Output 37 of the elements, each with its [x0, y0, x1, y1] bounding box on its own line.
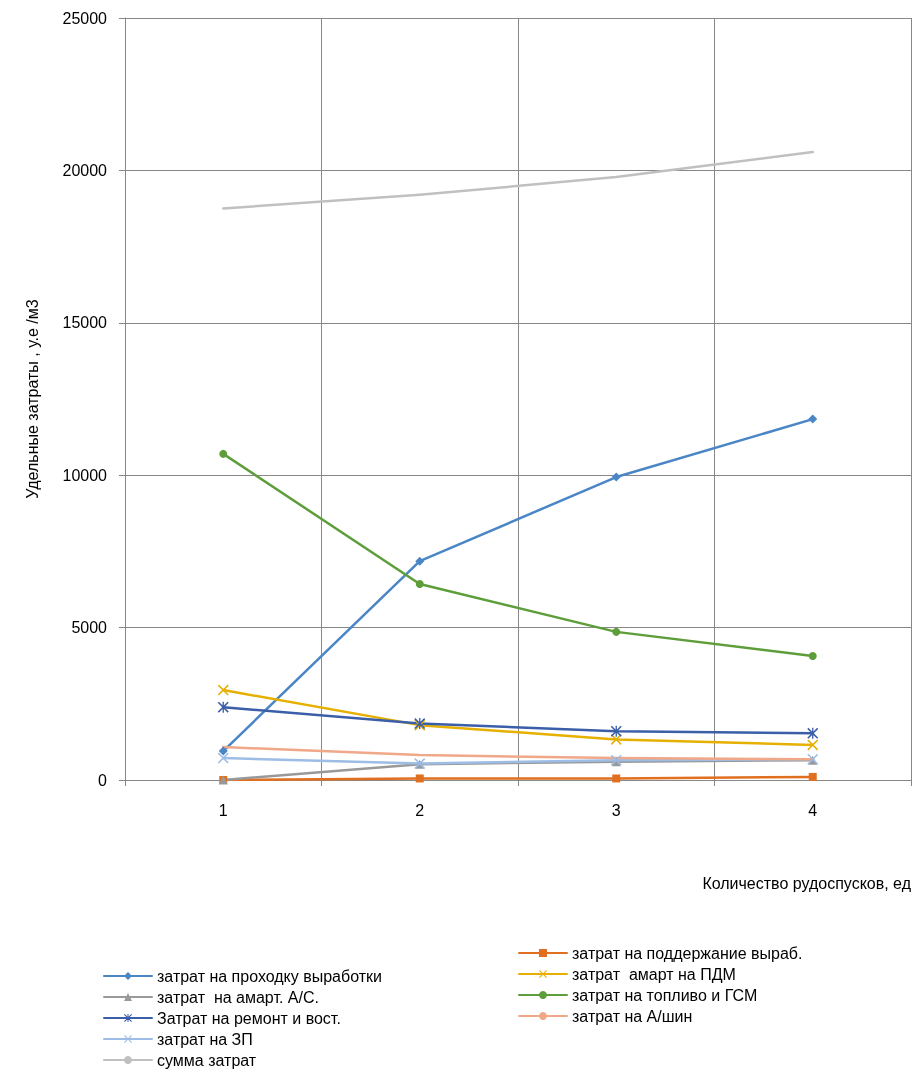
y-tick-label: 5000 — [71, 619, 108, 637]
point — [218, 746, 228, 756]
legend-label: сумма затрат — [157, 1051, 257, 1069]
y-tick-label: 25000 — [62, 9, 108, 27]
y-tick-label: 15000 — [62, 314, 108, 332]
legend-label: затрат на ЗП — [157, 1030, 253, 1048]
x-tick-label: 3 — [611, 801, 621, 819]
point — [808, 414, 818, 424]
point — [217, 752, 229, 764]
point — [217, 684, 229, 696]
x-tick-label: 1 — [218, 801, 228, 819]
y-tick-label: 20000 — [62, 161, 108, 179]
x-tick-label: 2 — [415, 801, 425, 819]
point — [807, 739, 819, 751]
point — [612, 774, 621, 783]
y-tick-label: 0 — [98, 771, 108, 789]
x-tick-label: 4 — [808, 801, 818, 819]
legend-label: затрат на амарт. А/С. — [157, 988, 319, 1006]
point — [610, 725, 622, 737]
legend-label: затрат на топливо и ГСМ — [572, 986, 758, 1004]
x-axis-title: Количество рудоспусков, ед — [702, 874, 912, 892]
legend-label: затрат на А/шин — [572, 1007, 693, 1025]
point — [612, 627, 621, 636]
line-series — [222, 150, 814, 210]
legend-label: Затрат на ремонт и вост. — [157, 1009, 341, 1027]
point — [415, 580, 424, 589]
point — [808, 651, 817, 660]
point — [611, 472, 621, 482]
point — [415, 774, 424, 783]
legend-label: затрат на поддержание выраб. — [572, 944, 803, 962]
y-axis-title: Удельные затраты , у.е /м3 — [23, 299, 41, 499]
point — [415, 556, 425, 566]
legend-label: затрат амарт на ПДМ — [572, 965, 736, 983]
legend-label: затрат на проходку выработки — [157, 967, 382, 985]
y-tick-label: 10000 — [62, 466, 108, 484]
point — [219, 449, 228, 458]
point — [808, 772, 817, 781]
